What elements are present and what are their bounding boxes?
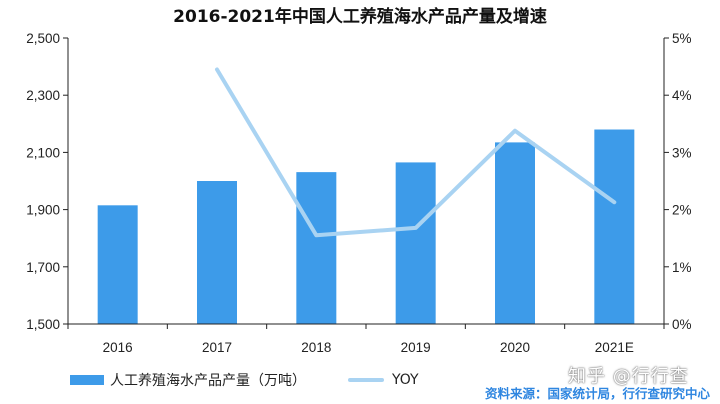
right-tick-label: 0% [672,317,692,332]
x-tick-label: 2019 [401,340,431,355]
chart-title: 2016-2021年中国人工养殖海水产品产量及增速 [173,7,547,27]
bar-2018 [296,172,337,324]
left-tick-label: 2,500 [26,31,60,46]
left-tick-label: 1,900 [26,203,60,218]
watermark: 知乎 @行行查 [568,366,689,387]
left-tick-label: 1,700 [26,260,60,275]
source-note: 资料来源：国家统计局，行行查研究中心 [484,386,710,401]
legend-label-production: 人工养殖海水产品产量（万吨） [110,373,306,389]
x-tick-label: 2020 [500,340,530,355]
legend-line-swatch [348,378,384,382]
left-tick-label: 1,500 [26,317,60,332]
left-tick-label: 2,100 [26,145,60,160]
legend-item-production: 人工养殖海水产品产量（万吨） [70,370,306,390]
right-tick-label: 4% [672,88,692,103]
x-tick-label: 2021E [595,340,634,355]
bar-2017 [197,181,237,324]
x-tick-label: 2018 [301,340,331,355]
bar-2019 [395,162,436,324]
bar-2021E [594,129,635,324]
left-tick-label: 2,300 [26,88,60,103]
bar-2020 [495,142,535,324]
right-tick-label: 2% [672,203,692,218]
yoy-line [215,67,617,238]
x-tick-label: 2017 [202,340,232,355]
bar-2016 [97,205,138,324]
legend-item-yoy: YOY [348,372,419,388]
right-tick-label: 3% [672,145,692,160]
legend-label-yoy: YOY [392,372,419,388]
right-tick-label: 5% [672,31,692,46]
x-tick-label: 2016 [103,340,133,355]
legend-bar-swatch [70,375,104,385]
right-tick-label: 1% [672,260,692,275]
legend: 人工养殖海水产品产量（万吨） YOY [70,370,461,390]
